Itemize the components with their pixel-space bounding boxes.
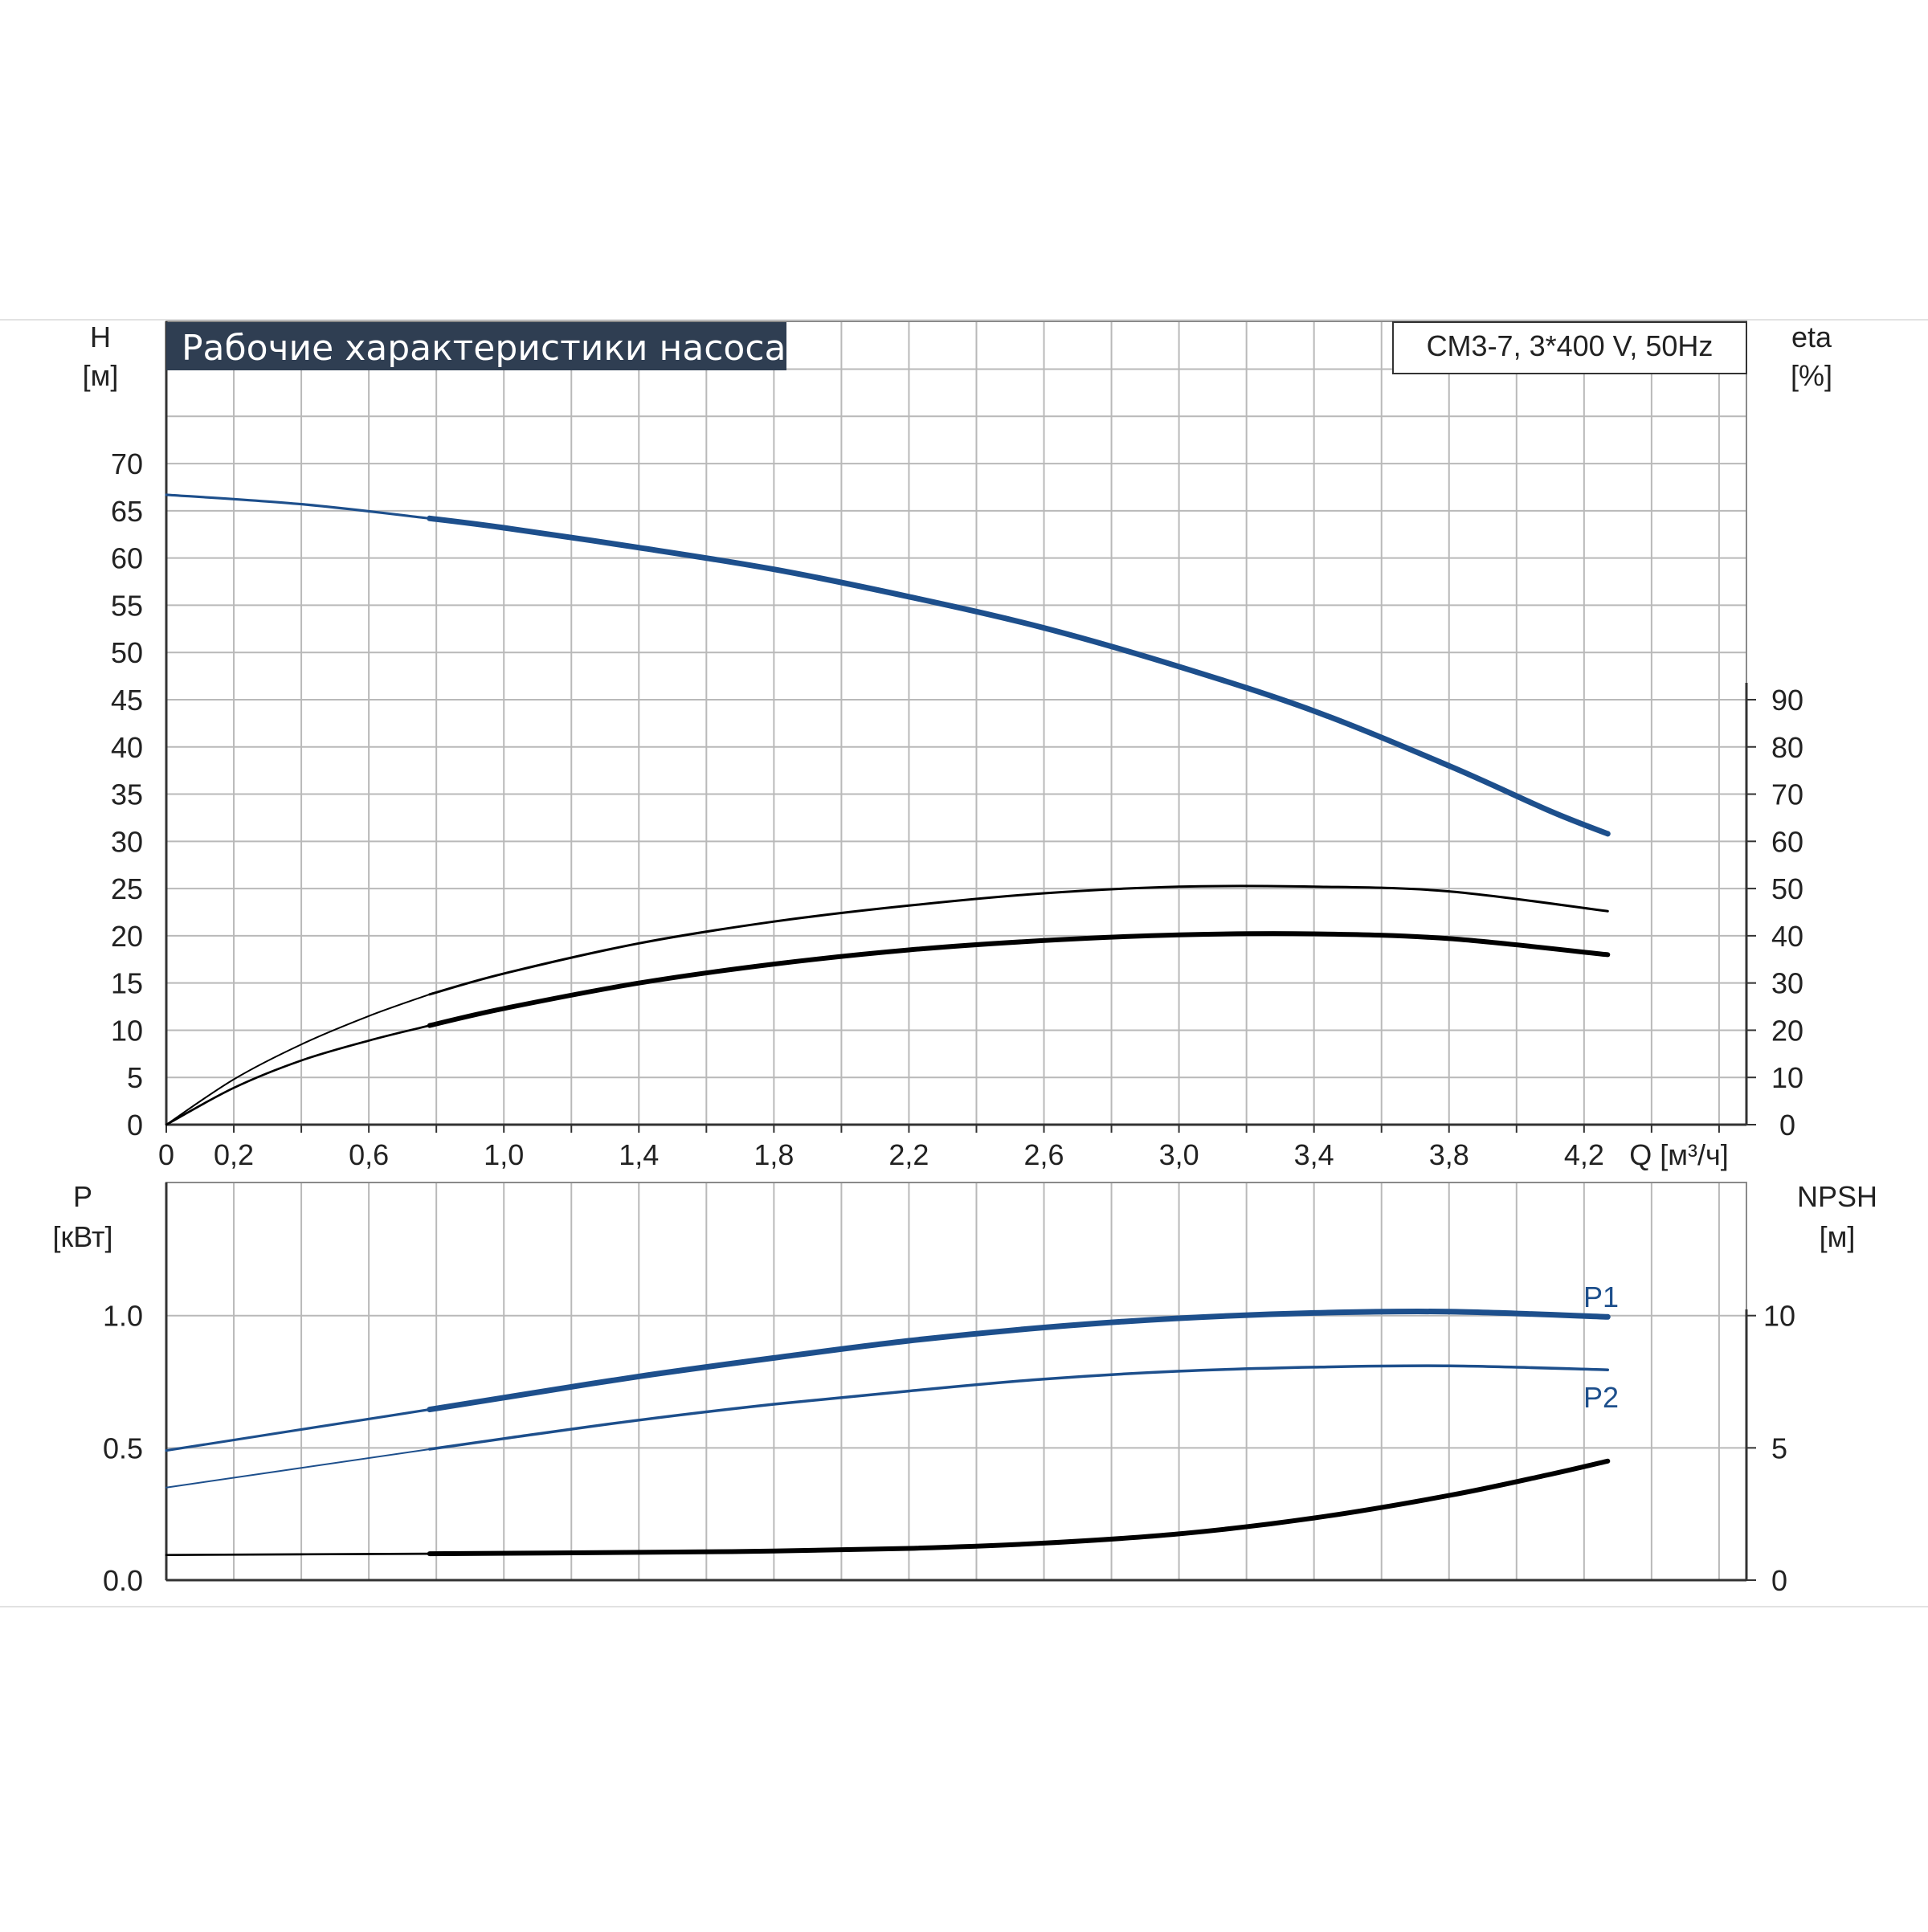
h-tick-label: 0: [127, 1109, 143, 1142]
h-tick-label: 25: [111, 872, 143, 905]
h-tick-label: 40: [111, 731, 143, 764]
eta-tick-label: 40: [1771, 920, 1803, 953]
q-tick-label: 2,6: [1023, 1138, 1064, 1171]
series-label-p2: P2: [1583, 1381, 1619, 1414]
head-lead-curve: [166, 495, 430, 518]
eta-tick-label: 70: [1771, 778, 1803, 811]
x-axis-label-q: Q [м³/ч]: [1629, 1138, 1729, 1171]
P2-lead-curve: [166, 1449, 430, 1488]
npsh-tick-label: 10: [1763, 1300, 1795, 1333]
P1-lead-curve: [166, 1410, 430, 1451]
eta-tick-label: 50: [1771, 872, 1803, 905]
eta-tick-label: 10: [1771, 1061, 1803, 1094]
q-tick-label: 1,0: [484, 1138, 524, 1171]
q-tick-label: 1,4: [619, 1138, 659, 1171]
eta-tick-label: 60: [1771, 825, 1803, 858]
eta-tick-label: 30: [1771, 967, 1803, 1000]
h-tick-label: 5: [127, 1061, 143, 1094]
h-tick-label: 30: [111, 825, 143, 858]
y-axis-label-p: P: [73, 1180, 92, 1213]
y2-axis-unit-eta: [%]: [1791, 359, 1832, 392]
h-tick-label: 70: [111, 447, 143, 480]
h-tick-label: 65: [111, 495, 143, 528]
P1-curve: [430, 1311, 1608, 1409]
p-tick-label: 0.0: [103, 1564, 143, 1597]
h-tick-label: 55: [111, 589, 143, 622]
y2-axis-label-eta: eta: [1791, 321, 1832, 353]
series-label-p1: P1: [1583, 1281, 1619, 1313]
y2-axis-unit-npsh: [м]: [1820, 1220, 1856, 1253]
eta-tick-label: 20: [1771, 1014, 1803, 1047]
q-tick-label: 4,2: [1564, 1138, 1604, 1171]
eta-tick-label: 90: [1771, 684, 1803, 717]
q-tick-label: 0,6: [349, 1138, 389, 1171]
q-tick-label: 2,2: [888, 1138, 929, 1171]
lower-plot-frame: [166, 1182, 1746, 1580]
model-label: CM3-7, 3*400 V, 50Hz: [1427, 329, 1714, 362]
P2-curve: [430, 1366, 1608, 1449]
p-tick-label: 1.0: [103, 1300, 143, 1333]
h-tick-label: 45: [111, 684, 143, 717]
h-tick-label: 10: [111, 1014, 143, 1047]
efficiency-thick-curve: [430, 933, 1608, 1025]
y-axis-unit-h: [м]: [83, 359, 119, 392]
h-tick-label: 50: [111, 636, 143, 669]
h-tick-label: 15: [111, 967, 143, 1000]
q-tick-label: 0,2: [214, 1138, 254, 1171]
head-curve: [430, 518, 1608, 834]
q-tick-label: 3,4: [1294, 1138, 1334, 1171]
h-tick-label: 20: [111, 920, 143, 953]
q-tick-label: 0: [158, 1138, 174, 1171]
y-axis-unit-p: [кВт]: [52, 1220, 112, 1253]
h-tick-label: 60: [111, 542, 143, 575]
h-tick-label: 35: [111, 778, 143, 811]
q-tick-label: 1,8: [754, 1138, 794, 1171]
NPSH-lead-curve: [166, 1554, 430, 1555]
y2-axis-label-npsh: NPSH: [1797, 1180, 1877, 1213]
p-tick-label: 0.5: [103, 1432, 143, 1464]
q-tick-label: 3,0: [1159, 1138, 1199, 1171]
efficiency-thick-lead-curve: [166, 1026, 430, 1125]
npsh-tick-label: 0: [1771, 1564, 1787, 1597]
chart-title: Рабочие характеристики насоса: [182, 328, 786, 369]
NPSH-curve: [430, 1461, 1608, 1554]
eta-tick-label: 80: [1771, 731, 1803, 764]
eta-tick-label: 0: [1779, 1109, 1795, 1142]
q-tick-label: 3,8: [1429, 1138, 1469, 1171]
y-axis-label-h: H: [90, 321, 111, 353]
efficiency-thin-lead-curve: [166, 995, 430, 1125]
npsh-tick-label: 5: [1771, 1432, 1787, 1464]
